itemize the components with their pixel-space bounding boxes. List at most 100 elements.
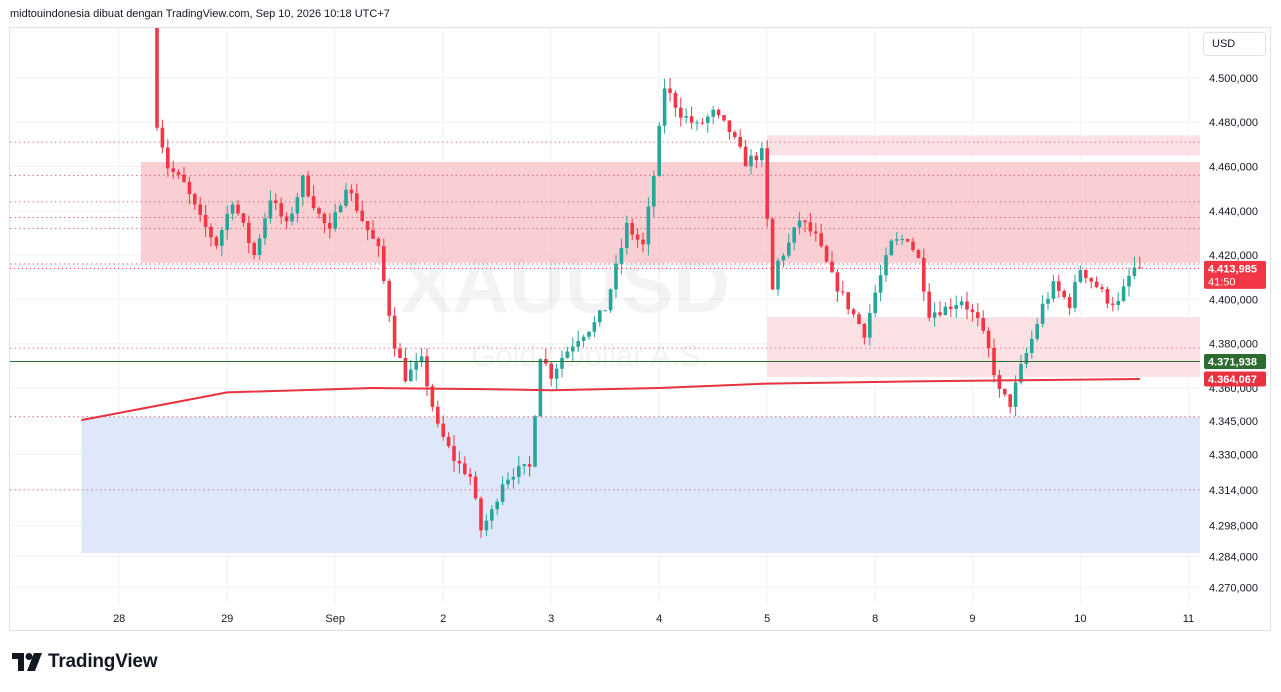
candle-bearish xyxy=(830,261,834,273)
x-axis-tick-label: 8 xyxy=(872,613,878,625)
currency-button[interactable]: USD xyxy=(1203,32,1266,56)
demand-zone xyxy=(81,416,1200,554)
candle-bullish xyxy=(554,368,559,379)
candle-bearish xyxy=(403,357,408,382)
candle-bearish xyxy=(392,315,397,349)
x-axis-tick-label: 28 xyxy=(113,613,125,625)
candle-bearish xyxy=(430,386,435,407)
candle-bearish xyxy=(187,181,192,194)
candle-bullish xyxy=(792,227,796,243)
candle-bullish xyxy=(776,260,780,290)
candle-bullish xyxy=(1121,286,1126,302)
candle-bearish xyxy=(360,210,364,222)
tradingview-brand[interactable]: TradingView xyxy=(12,651,158,673)
candle-bullish xyxy=(225,213,229,231)
candle-bearish xyxy=(949,306,953,309)
candle-bullish xyxy=(587,331,591,337)
candle-bullish xyxy=(560,357,564,369)
tradingview-logo-icon xyxy=(12,653,42,671)
candle-bullish xyxy=(581,336,586,341)
candle-bullish xyxy=(1046,298,1050,304)
candle-bullish xyxy=(592,322,597,332)
candle-bullish xyxy=(781,255,786,261)
candle-bearish xyxy=(1008,394,1012,407)
candle-bearish xyxy=(479,498,483,531)
candle-bullish xyxy=(760,148,764,161)
candle-bearish xyxy=(722,115,726,121)
moving-average-line xyxy=(81,378,1140,422)
candle-bearish xyxy=(911,241,915,251)
candle-bullish xyxy=(1078,270,1083,282)
candle-bearish xyxy=(371,230,375,239)
y-axis-tick-label: 4.440,000 xyxy=(1209,206,1258,218)
candle-bearish xyxy=(155,28,159,128)
x-axis-tick-label: 10 xyxy=(1074,613,1086,625)
y-axis-tick-label: 4.500,000 xyxy=(1209,73,1258,85)
candle-bearish xyxy=(922,257,926,292)
candle-bullish xyxy=(878,275,883,293)
candle-bullish xyxy=(1035,323,1039,339)
candle-bullish xyxy=(706,116,710,123)
candle-bullish xyxy=(1073,281,1077,309)
candle-bearish xyxy=(938,312,942,316)
candle-bearish xyxy=(986,330,991,348)
candle-bearish xyxy=(274,200,278,204)
x-axis-tick-label: 9 xyxy=(969,613,975,625)
candle-bullish xyxy=(954,305,958,309)
candle-bullish xyxy=(1116,301,1120,305)
candle-bullish xyxy=(598,310,602,323)
last-price-badge-text: 41:50 xyxy=(1208,276,1236,288)
candle-bearish xyxy=(927,291,931,318)
y-axis-tick-label: 4.330,000 xyxy=(1209,449,1258,461)
candle-bullish xyxy=(230,204,235,214)
candle-bearish xyxy=(824,246,829,262)
candle-bullish xyxy=(338,205,343,213)
y-axis-tick-label: 4.284,000 xyxy=(1209,551,1258,563)
candle-bearish xyxy=(1084,270,1088,279)
candle-bullish xyxy=(608,289,613,311)
candle-bullish xyxy=(500,484,505,502)
candle-bearish xyxy=(689,116,694,123)
candle-bearish xyxy=(819,233,823,247)
candle-bullish xyxy=(614,263,618,290)
candle-bearish xyxy=(981,317,985,331)
candle-bullish xyxy=(295,197,300,214)
candle-bullish xyxy=(603,310,607,312)
candle-bullish xyxy=(619,248,624,264)
candle-bullish xyxy=(646,206,651,245)
candle-bearish xyxy=(549,363,553,379)
candle-bullish xyxy=(538,359,543,417)
candle-bullish xyxy=(695,122,699,124)
candle-bullish xyxy=(657,125,661,177)
candle-bullish xyxy=(889,240,894,256)
y-axis-tick-label: 4.314,000 xyxy=(1209,485,1258,497)
candle-bearish xyxy=(441,423,445,437)
candle-bullish xyxy=(787,242,791,256)
candle-bearish xyxy=(322,213,327,224)
candle-bearish xyxy=(668,88,672,93)
candle-bearish xyxy=(376,238,381,247)
candle-bullish xyxy=(522,464,526,467)
candle-bearish xyxy=(452,446,456,461)
x-axis-tick-label: 2 xyxy=(440,613,446,625)
candle-bullish xyxy=(414,362,418,370)
candle-bearish xyxy=(851,309,856,315)
candle-bearish xyxy=(1003,388,1007,395)
candle-bullish xyxy=(484,520,489,531)
candle-bearish xyxy=(1067,297,1072,309)
candle-bearish xyxy=(846,292,850,310)
candle-bearish xyxy=(166,147,170,169)
candle-bullish xyxy=(943,306,948,316)
supply-zone-upper xyxy=(767,135,1200,156)
candle-bullish xyxy=(344,189,348,206)
candle-bearish xyxy=(311,196,316,209)
candle-bearish xyxy=(198,204,202,215)
candle-bearish xyxy=(328,223,332,229)
candle-bearish xyxy=(284,216,289,222)
candle-bearish xyxy=(214,237,219,246)
candle-bullish xyxy=(506,479,510,485)
brand-name: TradingView xyxy=(48,651,158,672)
candle-bearish xyxy=(976,312,980,318)
